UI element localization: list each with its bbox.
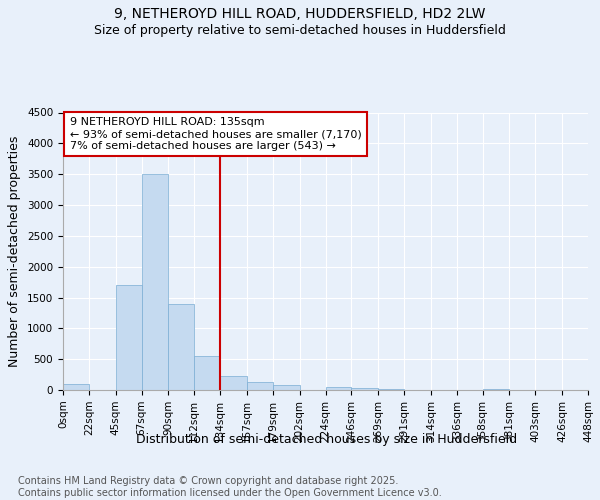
Text: Distribution of semi-detached houses by size in Huddersfield: Distribution of semi-detached houses by … (136, 432, 518, 446)
Bar (220, 376, 247, 390)
Text: Size of property relative to semi-detached houses in Huddersfield: Size of property relative to semi-detach… (94, 24, 506, 37)
Text: Contains HM Land Registry data © Crown copyright and database right 2025.
Contai: Contains HM Land Registry data © Crown c… (18, 476, 442, 498)
Y-axis label: Number of semi-detached properties: Number of semi-detached properties (8, 136, 22, 367)
Bar (247, 382, 273, 390)
Text: 9, NETHEROYD HILL ROAD, HUDDERSFIELD, HD2 2LW: 9, NETHEROYD HILL ROAD, HUDDERSFIELD, HD… (114, 8, 486, 22)
Bar (169, 304, 194, 390)
Bar (273, 386, 300, 390)
Bar (482, 389, 509, 390)
Bar (63, 384, 89, 390)
Bar (194, 356, 220, 390)
Bar (378, 389, 404, 390)
Bar (116, 285, 142, 390)
Bar (325, 387, 351, 390)
Bar (142, 174, 169, 390)
Text: 9 NETHEROYD HILL ROAD: 135sqm
← 93% of semi-detached houses are smaller (7,170)
: 9 NETHEROYD HILL ROAD: 135sqm ← 93% of s… (70, 118, 362, 150)
Bar (351, 388, 378, 390)
